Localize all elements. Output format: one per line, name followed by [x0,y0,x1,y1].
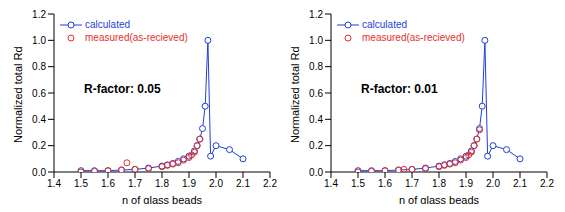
svg-text:Normalized total Rd: Normalized total Rd [12,46,24,143]
svg-text:2.2: 2.2 [263,178,277,189]
svg-text:Normalized total Rd: Normalized total Rd [289,46,301,143]
svg-text:1.9: 1.9 [459,178,473,189]
svg-text:1.8: 1.8 [432,178,446,189]
svg-text:0.2: 0.2 [309,140,323,151]
svg-text:1.7: 1.7 [405,178,419,189]
html-text:calculated: calculated [85,19,130,30]
svg-text:0.6: 0.6 [309,88,323,99]
svg-text:1.0: 1.0 [309,35,323,46]
html-text:R-factor: 0.01: R-factor: 0.01 [361,82,438,96]
svg-text:0.0: 0.0 [32,167,46,178]
svg-text:0.4: 0.4 [309,114,323,125]
html-text:measured(as-recieved): measured(as-recieved) [362,32,465,43]
svg-text:1.4: 1.4 [324,178,338,189]
svg-text:1.8: 1.8 [155,178,169,189]
svg-text:1.0: 1.0 [32,35,46,46]
svg-text:1.6: 1.6 [101,178,115,189]
svg-text:2.0: 2.0 [209,178,223,189]
svg-text:1.9: 1.9 [182,178,196,189]
svg-text:2.1: 2.1 [513,178,527,189]
svg-text:n of glass beads: n of glass beads [399,194,480,204]
html-text:R-factor: 0.05: R-factor: 0.05 [84,82,161,96]
svg-text:2.0: 2.0 [486,178,500,189]
svg-text:0.2: 0.2 [32,140,46,151]
svg-text:1.4: 1.4 [47,178,61,189]
svg-text:0.6: 0.6 [32,88,46,99]
svg-text:n of glass beads: n of glass beads [122,194,203,204]
svg-text:1.5: 1.5 [74,178,88,189]
svg-text:1.2: 1.2 [309,9,323,20]
html-text:calculated: calculated [362,19,407,30]
svg-text:1.2: 1.2 [32,9,46,20]
svg-text:1.5: 1.5 [351,178,365,189]
svg-text:0.0: 0.0 [309,167,323,178]
svg-text:1.7: 1.7 [128,178,142,189]
svg-text:0.8: 0.8 [32,61,46,72]
svg-text:0.8: 0.8 [309,61,323,72]
html-text:measured(as-recieved): measured(as-recieved) [85,32,188,43]
svg-text:1.6: 1.6 [378,178,392,189]
svg-text:0.4: 0.4 [32,114,46,125]
svg-text:2.2: 2.2 [540,178,554,189]
svg-text:2.1: 2.1 [236,178,250,189]
